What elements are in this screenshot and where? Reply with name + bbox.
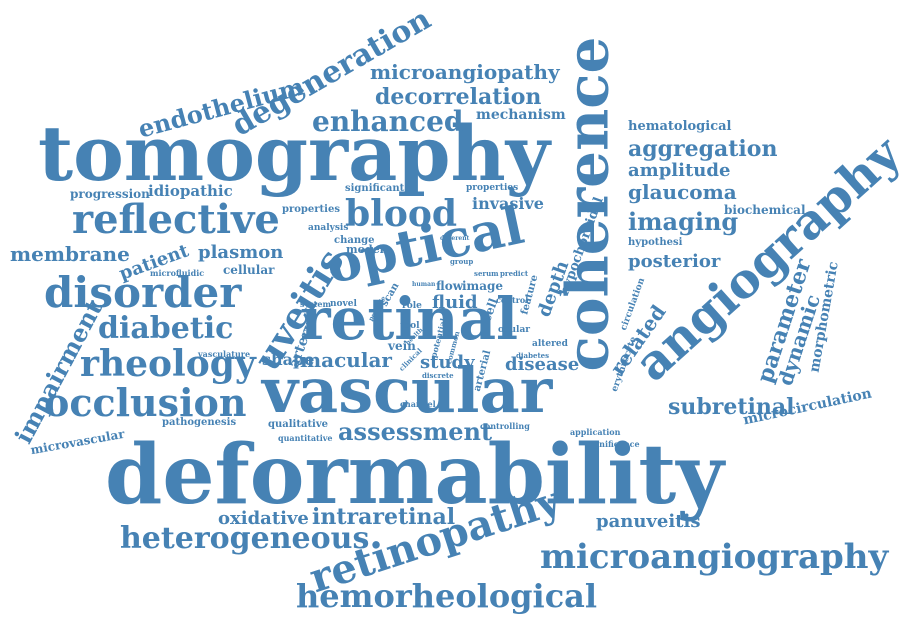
word-reflective: reflective	[72, 196, 280, 243]
word-diabetes: diabetes	[516, 351, 550, 360]
word-biochemical: biochemical	[724, 203, 806, 217]
word-properties: properties	[282, 204, 340, 215]
word-hypothesi: hypothesi	[628, 237, 683, 248]
word-group: group	[450, 257, 474, 266]
word-assessment: assessment	[338, 417, 493, 446]
word-macular: macular	[300, 348, 392, 372]
word-oxidative: oxidative	[218, 508, 309, 529]
word-enhanced: enhanced	[312, 105, 464, 138]
word-intraretinal: intraretinal	[312, 504, 456, 530]
word-altered: altered	[532, 339, 568, 349]
word-cellular: cellular	[223, 263, 275, 277]
word-subretinal: subretinal	[668, 394, 795, 420]
word-occlusion: occlusion	[44, 380, 247, 425]
word-deformability: deformability	[105, 427, 724, 523]
word-retinal: retinal	[300, 285, 519, 353]
word-vasculature: vasculature	[198, 349, 251, 359]
word-controlling: controlling	[480, 421, 530, 431]
word-flow: flow	[436, 279, 464, 293]
word-novel: novel	[330, 299, 357, 309]
word-application: application	[570, 427, 621, 437]
word-hemorheological: hemorheological	[296, 577, 598, 615]
word-quantitative: quantitative	[278, 433, 333, 443]
word-aggregation: aggregation	[628, 136, 778, 162]
word-ocular: ocular	[498, 325, 531, 335]
word-vascular: vascular	[262, 354, 553, 427]
word-human: human	[412, 281, 436, 288]
word-panuveitis: panuveitis	[596, 511, 701, 532]
word-model: model	[346, 243, 384, 256]
word-decorrelation: decorrelation	[375, 84, 542, 110]
word-rheology: rheology	[80, 343, 256, 385]
word-pathogenesis: pathogenesis	[162, 417, 237, 428]
word-predict: predict	[500, 269, 529, 278]
word-system: system	[300, 299, 331, 309]
word-vein: vein	[388, 339, 416, 353]
word-disease: disease	[505, 354, 580, 375]
word-shape: shape	[262, 350, 315, 369]
word-blood: blood	[345, 193, 458, 235]
word-role: role	[402, 301, 422, 311]
word-microangiopathy: microangiopathy	[370, 60, 560, 84]
word-circulation: significant	[345, 183, 405, 194]
word-significant: properties	[466, 183, 519, 193]
word-qualitative: qualitative	[268, 419, 329, 430]
word-control: control	[496, 295, 529, 305]
word-mechanism: mechanism	[476, 107, 566, 123]
word-serum: serum	[474, 269, 499, 278]
word-heterogeneous: heterogeneous	[120, 521, 370, 556]
word-hematological: hematological	[628, 119, 732, 134]
word-diabetic: diabetic	[98, 311, 234, 346]
word-image: image	[462, 279, 504, 293]
word-discrete: discrete	[422, 371, 454, 380]
word-microangiography: microangiography	[540, 537, 889, 577]
word-tool: tool	[400, 321, 420, 331]
word-membrane: membrane	[10, 242, 130, 266]
word-amplitude: amplitude	[628, 160, 731, 181]
word-posterior: posterior	[628, 251, 721, 272]
word-analysis: analysis	[308, 223, 349, 233]
word-significance: significance	[586, 439, 640, 449]
word-invasive: invasive	[472, 194, 544, 213]
word-disorder: disorder	[44, 268, 242, 317]
word-channel: channel	[400, 399, 436, 409]
word-change: change	[334, 235, 375, 246]
word-fluid: fluid	[432, 292, 478, 313]
word-imaging: imaging	[628, 207, 739, 236]
word-progression: progression	[70, 187, 150, 201]
word-plasmon: plasmon	[198, 242, 284, 263]
word-microfluidic: microfluidic	[150, 268, 205, 278]
word-different: different	[440, 235, 470, 242]
word-study: study	[420, 352, 475, 373]
word-idiopathic: idiopathic	[148, 182, 233, 200]
word-coherence: coherence	[553, 36, 622, 372]
word-tomography: tomography	[38, 109, 550, 198]
word-glaucoma: glaucoma	[628, 180, 737, 204]
